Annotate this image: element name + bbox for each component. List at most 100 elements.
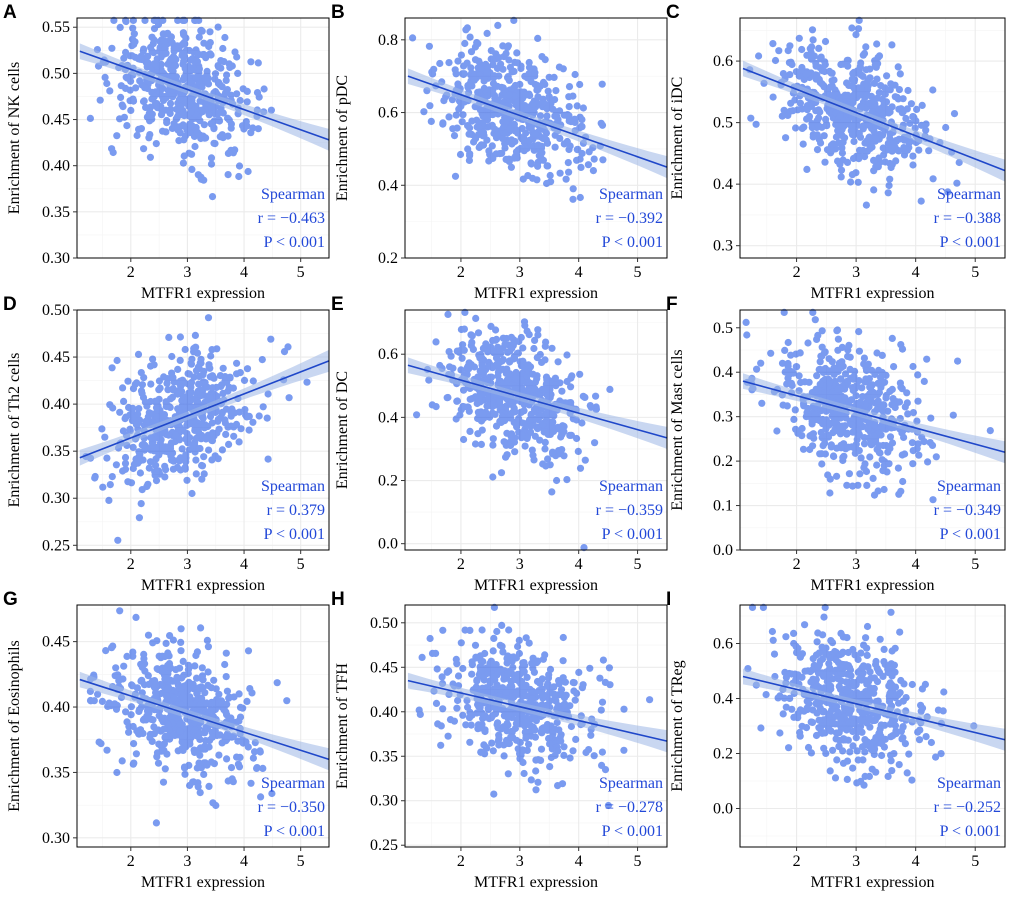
scatter-point: [843, 757, 852, 765]
y-axis-label: Enrichment of Th2 cells: [6, 353, 23, 508]
scatter-point: [860, 354, 869, 362]
scatter-point: [892, 157, 900, 165]
scatter-point: [222, 430, 230, 438]
scatter-point: [224, 171, 232, 179]
x-axis-label: MTFR1 expression: [474, 874, 598, 891]
scatter-point: [136, 77, 144, 85]
scatter-point: [518, 746, 526, 754]
scatter-point: [143, 482, 151, 491]
scatter-point: [803, 165, 811, 173]
scatter-point: [228, 775, 236, 783]
scatter-point: [179, 693, 187, 701]
scatter-point: [646, 696, 654, 704]
scatter-point: [284, 343, 292, 351]
stats-p-value: P < 0.001: [264, 823, 325, 840]
scatter-point: [178, 376, 187, 384]
scatter-point: [477, 724, 485, 732]
scatter-point: [483, 113, 491, 121]
scatter-point: [450, 132, 459, 140]
scatter-point: [857, 454, 865, 462]
scatter-point: [245, 412, 253, 420]
scatter-point: [768, 627, 777, 636]
scatter-point: [585, 746, 593, 754]
scatter-point: [517, 408, 525, 416]
scatter-point: [469, 345, 477, 353]
scatter-point: [599, 156, 607, 164]
scatter-point: [162, 49, 170, 57]
scatter-point: [589, 167, 598, 175]
scatter-point: [890, 363, 898, 371]
scatter-point: [466, 708, 474, 717]
scatter-point: [907, 100, 916, 108]
y-tick-label: 0.45: [42, 634, 70, 651]
scatter-point: [597, 706, 605, 714]
scatter-point: [136, 55, 144, 63]
scatter-point: [816, 380, 824, 388]
scatter-point: [204, 643, 212, 651]
scatter-point: [561, 678, 570, 686]
x-tick-label: 4: [240, 853, 248, 870]
scatter-point: [164, 60, 172, 68]
y-tick-label: 0.3: [713, 238, 733, 255]
scatter-point: [569, 195, 577, 203]
scatter-point: [543, 179, 551, 188]
scatter-point: [866, 383, 874, 391]
scatter-point: [844, 443, 853, 451]
scatter-point: [116, 607, 124, 615]
x-axis-label: MTFR1 expression: [141, 874, 265, 891]
scatter-point: [136, 469, 144, 477]
scatter-point: [888, 401, 896, 409]
x-tick-label: 2: [793, 556, 801, 573]
scatter-point: [235, 690, 243, 698]
scatter-point: [140, 650, 148, 659]
scatter-point: [849, 764, 857, 772]
scatter-point: [142, 417, 150, 425]
scatter-point: [849, 98, 857, 106]
scatter-point: [155, 712, 163, 720]
scatter-point: [204, 314, 213, 322]
scatter-point: [532, 786, 540, 794]
scatter-point: [753, 365, 761, 373]
scatter-point: [567, 383, 575, 391]
scatter-point: [137, 677, 145, 685]
scatter-point: [156, 384, 164, 392]
scatter-point: [179, 16, 187, 24]
scatter-point: [546, 697, 554, 705]
scatter-point: [819, 368, 828, 376]
scatter-point: [130, 30, 138, 38]
scatter-point: [541, 651, 549, 659]
scatter-point: [459, 664, 467, 673]
scatter-point: [849, 70, 857, 78]
y-tick-label: 0.55: [42, 19, 70, 36]
scatter-point: [203, 383, 211, 391]
scatter-point: [829, 140, 837, 148]
scatter-point: [859, 146, 867, 155]
scatter-point: [913, 445, 921, 453]
scatter-point: [590, 752, 598, 760]
scatter-point: [513, 688, 521, 696]
scatter-point: [808, 431, 816, 439]
scatter-point: [173, 673, 181, 681]
x-tick-label: 4: [575, 853, 583, 870]
scatter-point: [888, 334, 896, 342]
scatter-point: [126, 425, 134, 433]
y-tick-label: 0.2: [713, 453, 733, 470]
scatter-point: [116, 115, 124, 123]
scatter-point: [529, 687, 537, 696]
scatter-point: [467, 331, 475, 339]
scatter-point: [844, 56, 852, 64]
scatter-point: [499, 135, 507, 143]
scatter-point: [240, 125, 248, 133]
scatter-point: [784, 338, 792, 347]
scatter-point: [779, 710, 787, 718]
scatter-point: [457, 639, 465, 647]
scatter-point: [175, 95, 183, 104]
scatter-point: [553, 476, 561, 485]
scatter-point: [862, 366, 871, 375]
scatter-point: [463, 59, 471, 67]
scatter-point: [860, 440, 869, 448]
scatter-point: [924, 458, 932, 466]
scatter-point: [883, 72, 891, 80]
